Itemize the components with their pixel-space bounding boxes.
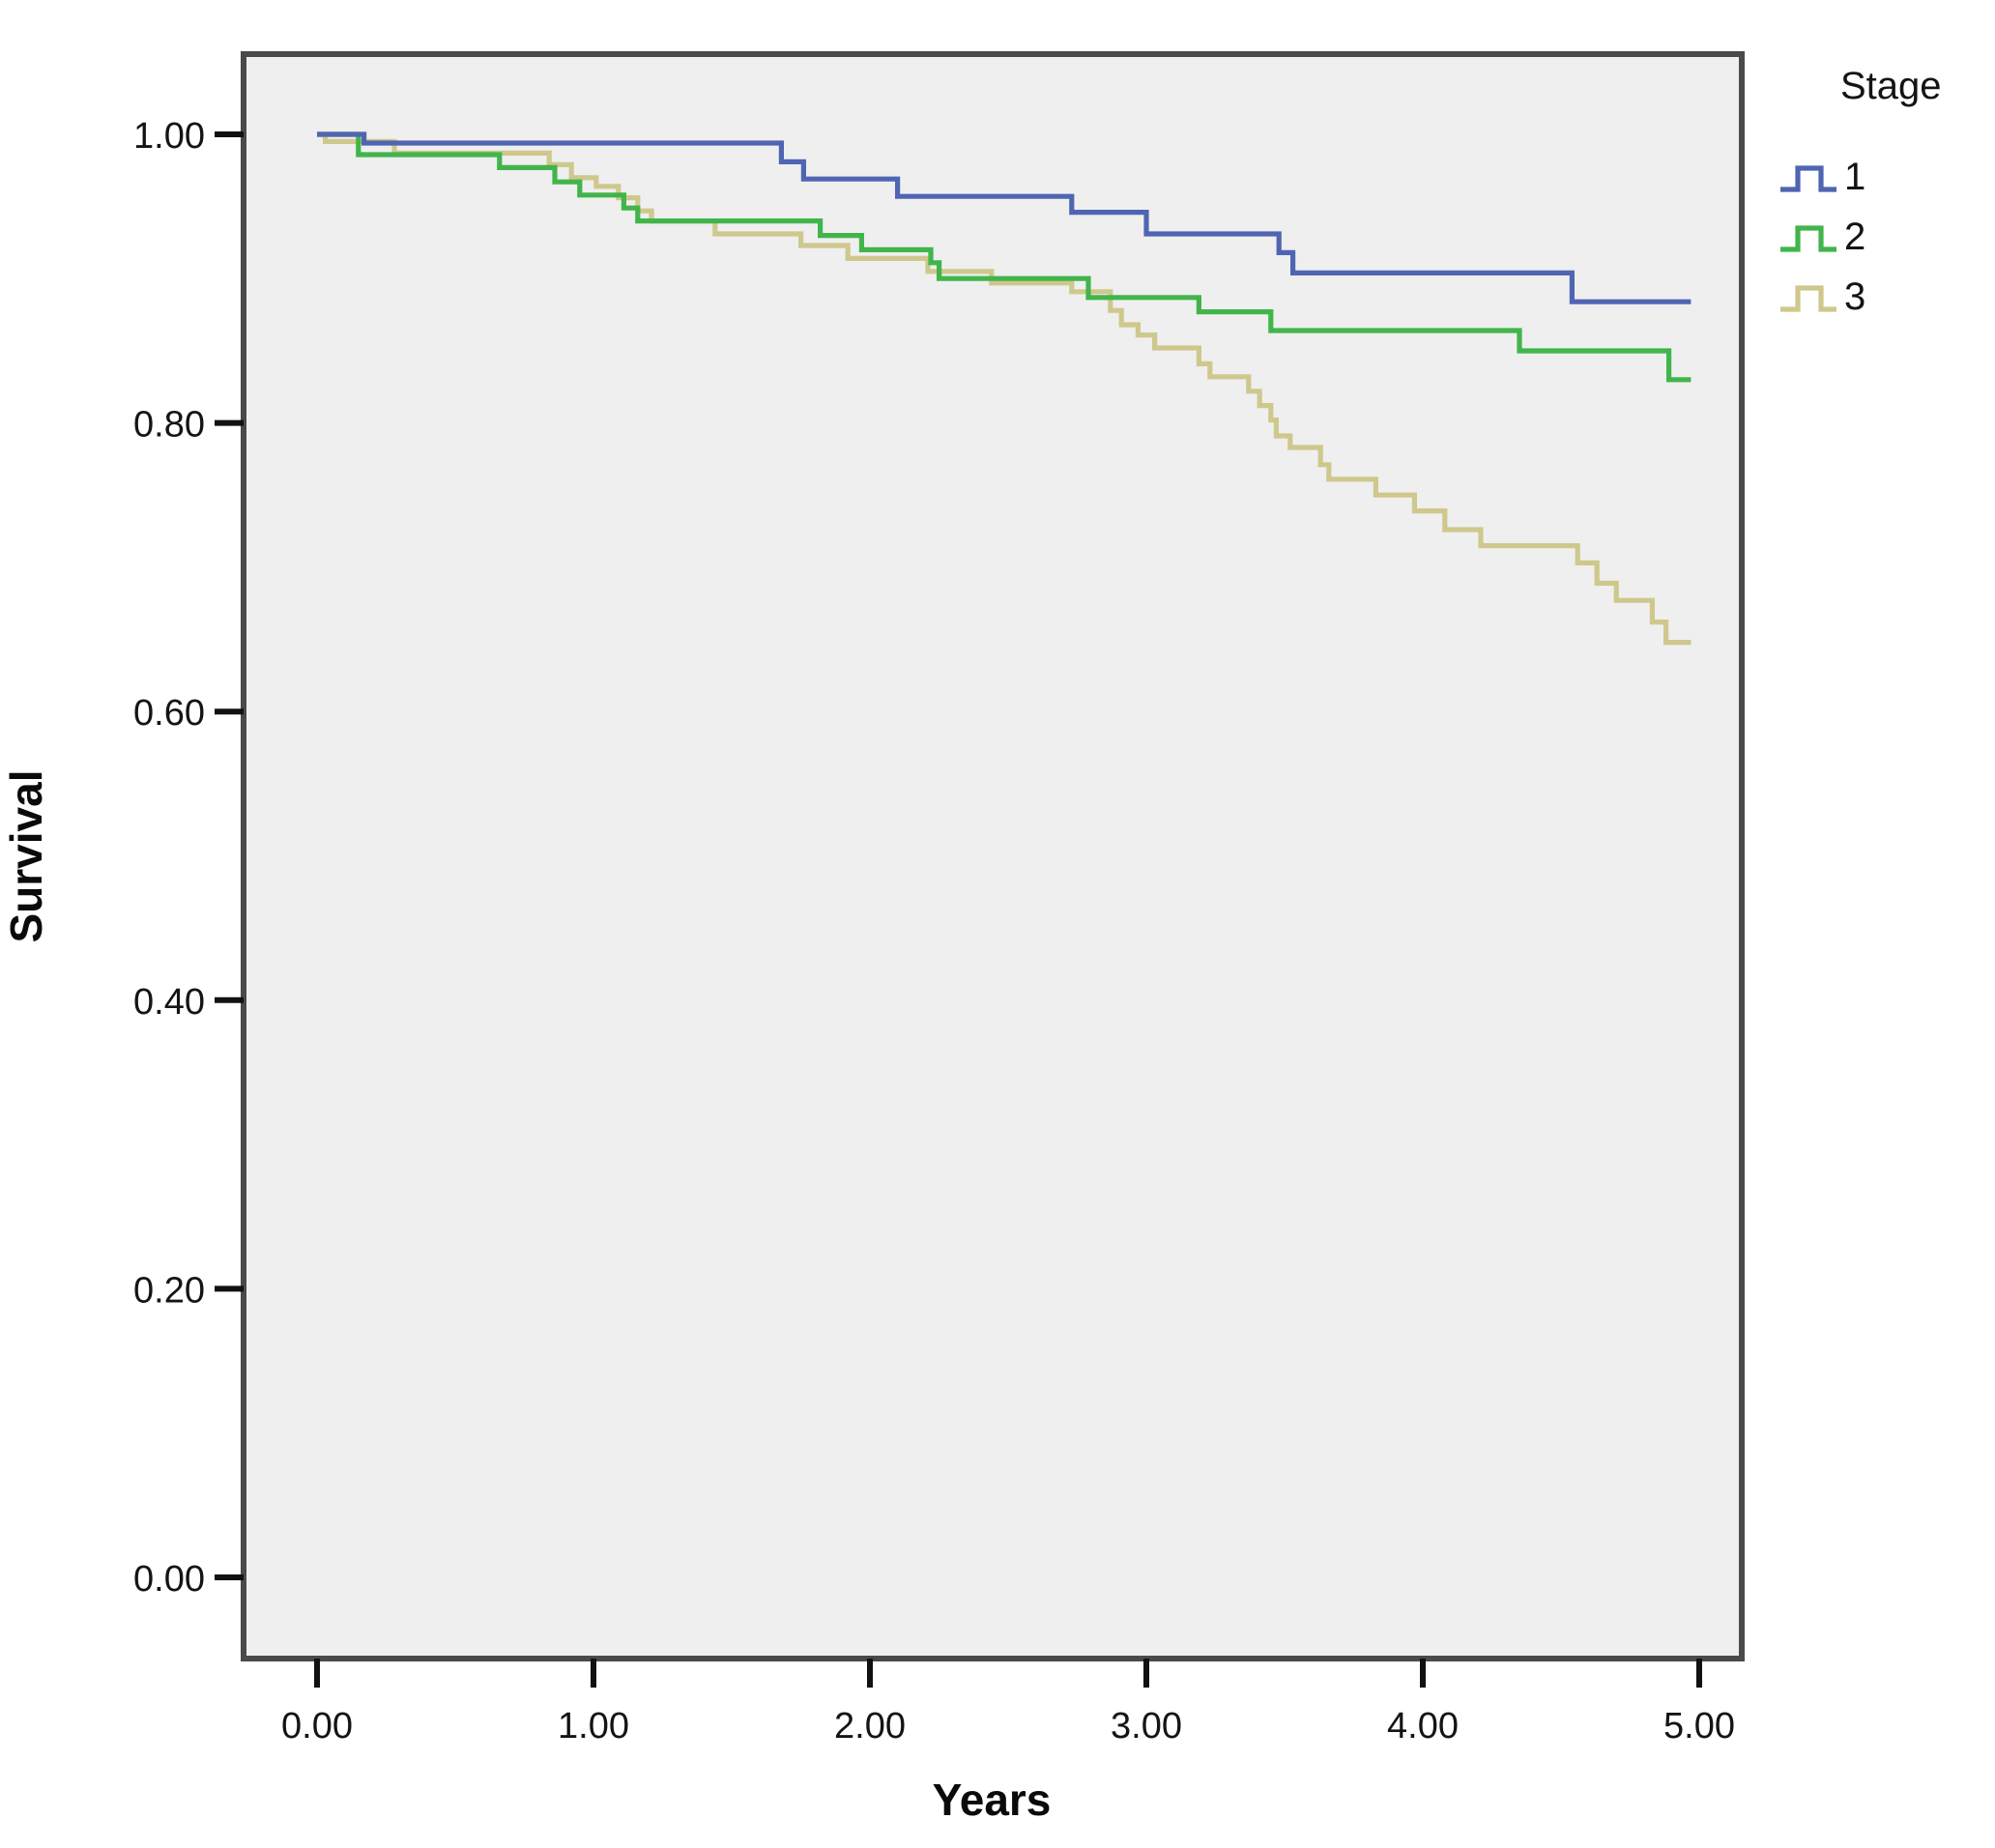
survival-curve-stage-1 <box>317 131 1691 304</box>
x-tick-label: 5.00 <box>1663 1706 1735 1747</box>
x-tick-label: 4.00 <box>1387 1706 1459 1747</box>
legend-swatch-stage-2 <box>1780 225 1836 252</box>
legend-swatch-step-glyph <box>1780 285 1836 312</box>
x-tick-label: 2.00 <box>834 1706 906 1747</box>
y-axis-title: Survival <box>1 769 51 943</box>
y-tick-label: 0.60 <box>133 693 205 734</box>
y-tick-label: 1.00 <box>133 116 205 157</box>
y-tick-label: 0.00 <box>133 1559 205 1600</box>
y-tick-label: 0.20 <box>133 1270 205 1311</box>
legend-item-stage-3: 3 <box>1778 276 1987 319</box>
plot-background <box>241 51 1745 1661</box>
x-tick-label: 0.00 <box>281 1706 353 1747</box>
legend-swatch-step-glyph <box>1780 225 1836 252</box>
y-tick-label: 0.80 <box>133 405 205 446</box>
x-tick-label: 3.00 <box>1111 1706 1182 1747</box>
legend-item-label: 2 <box>1844 217 1866 259</box>
legend-item-stage-2: 2 <box>1778 217 1987 259</box>
legend-item-label: 1 <box>1844 157 1866 199</box>
legend-item-label: 3 <box>1844 276 1866 319</box>
legend-item-stage-1: 1 <box>1778 157 1987 199</box>
legend-swatch-step-glyph <box>1780 165 1836 192</box>
legend-swatch-stage-3 <box>1780 285 1836 312</box>
x-axis-title: Years <box>932 1775 1052 1825</box>
legend: Stage 1 2 3 <box>1778 66 1987 336</box>
legend-items: 1 2 3 <box>1778 157 1987 319</box>
x-tick-label: 1.00 <box>558 1706 629 1747</box>
survival-curve-stage-2 <box>317 131 1691 383</box>
legend-swatch-stage-1 <box>1780 165 1836 192</box>
legend-title: Stage <box>1840 66 1942 108</box>
y-tick-label: 0.40 <box>133 982 205 1023</box>
